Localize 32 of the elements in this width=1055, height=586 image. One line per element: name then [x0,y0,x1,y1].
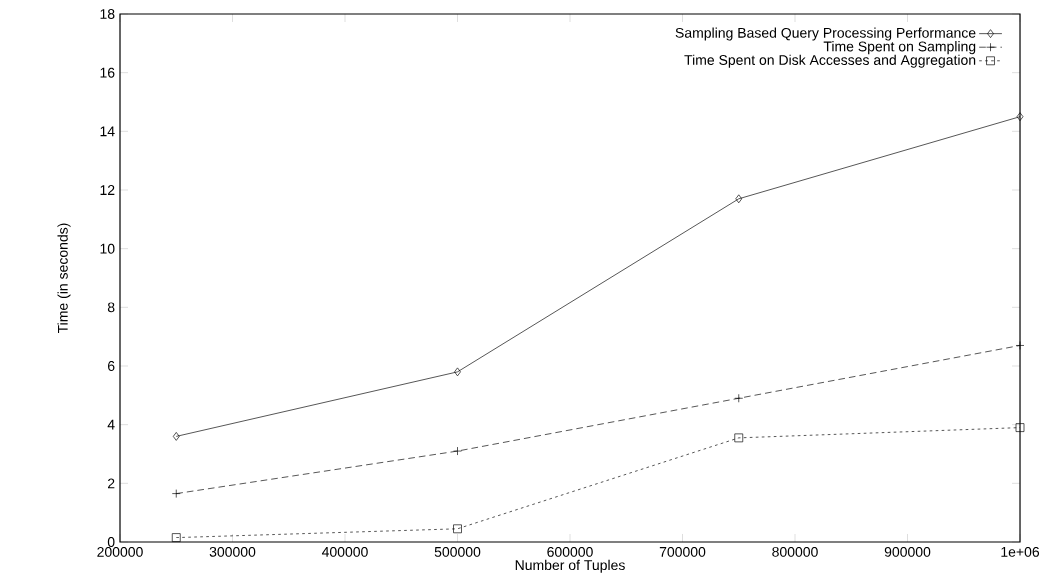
point [1015,423,1025,432]
point [171,533,181,542]
x-tick-label: 700000 [659,546,706,557]
y-tick-label: 14 [100,126,115,137]
x-tick-label: 300000 [209,546,256,557]
x-tick-label: 600000 [547,546,593,557]
legend-label: Sampling Based Query Processing Performance [675,27,976,41]
y-tick-label: 10 [100,243,115,254]
point [172,432,180,441]
point [735,194,743,204]
point [453,524,462,534]
y-axis-title: Time (in seconds) [57,223,71,334]
x-tick-label: 1e+06 [1001,546,1040,557]
y-tick-label: 16 [100,67,115,78]
point [734,433,744,443]
legend-label: Time Spent on Sampling [823,41,976,55]
point [454,367,461,377]
x-tick-label: 800000 [772,546,818,557]
y-tick-label: 18 [100,9,115,19]
y-tick-label: 12 [100,185,115,195]
x-tick-label: 200000 [97,546,143,557]
y-tick-label: 2 [108,478,115,489]
x-tick-label: 900000 [884,546,931,557]
x-axis-title: Number of Tuples [515,559,625,573]
legend-label: Time Spent on Disk Accesses and Aggregation [684,54,976,68]
y-tick-label: 6 [108,361,115,371]
y-tick-label: 4 [107,419,115,430]
point [1016,112,1024,121]
y-tick-label: 8 [107,302,115,313]
x-tick-label: 500000 [434,546,481,557]
y-tick-label: 0 [107,537,115,547]
x-tick-label: 400000 [321,546,368,557]
